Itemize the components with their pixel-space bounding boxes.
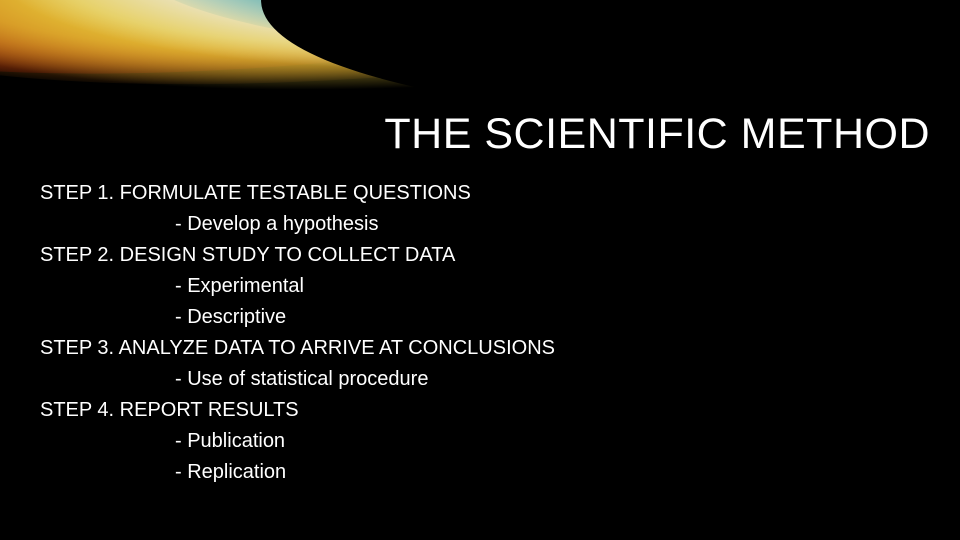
slide-title: THE SCIENTIFIC METHOD	[384, 110, 930, 159]
step-line: STEP 4. REPORT RESULTS	[40, 395, 600, 426]
sub-line: - Descriptive	[40, 302, 600, 333]
sub-line: - Develop a hypothesis	[40, 209, 600, 240]
slide-body: STEP 1. FORMULATE TESTABLE QUESTIONS - D…	[40, 178, 600, 488]
sub-line: - Replication	[40, 457, 600, 488]
sub-line: - Publication	[40, 426, 600, 457]
step-line: STEP 1. FORMULATE TESTABLE QUESTIONS	[40, 178, 600, 209]
sub-line: - Use of statistical procedure	[40, 364, 600, 395]
sub-line: - Experimental	[40, 271, 600, 302]
decorative-banner	[0, 0, 960, 100]
step-line: STEP 3. ANALYZE DATA TO ARRIVE AT CONCLU…	[40, 333, 600, 364]
step-line: STEP 2. DESIGN STUDY TO COLLECT DATA	[40, 240, 600, 271]
